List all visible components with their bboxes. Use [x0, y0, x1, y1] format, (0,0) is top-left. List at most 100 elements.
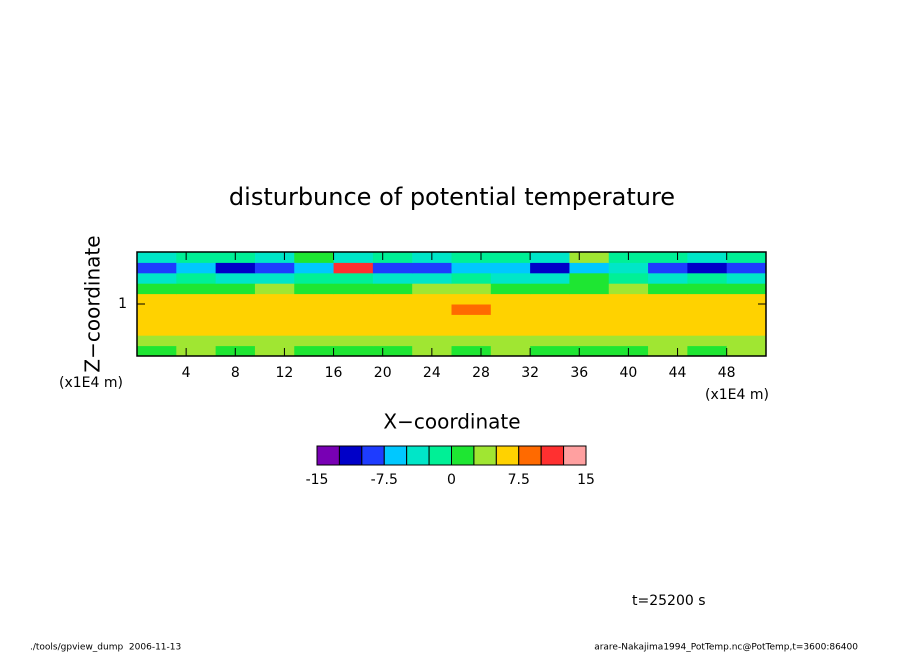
heat-cell	[726, 252, 767, 263]
heat-cell	[137, 252, 177, 263]
heat-cell	[254, 304, 295, 315]
heat-cell	[648, 293, 688, 305]
heat-cell	[412, 272, 452, 284]
colorbar-box	[563, 445, 587, 466]
y-tick-label: 1	[118, 296, 127, 312]
colorbar-box	[406, 445, 430, 466]
heat-cell	[451, 262, 492, 274]
heat-cell	[412, 283, 452, 295]
heat-cell	[451, 314, 492, 326]
heat-cell	[372, 304, 413, 315]
heat-cell	[137, 262, 177, 274]
heat-cell	[254, 252, 295, 263]
heat-cell	[648, 304, 688, 315]
heat-cell	[176, 335, 217, 347]
heat-cell	[490, 262, 531, 274]
heat-cell	[333, 345, 374, 357]
heat-cell	[608, 262, 649, 274]
heat-cell	[648, 324, 688, 336]
heat-cell	[530, 314, 570, 326]
heat-cell	[137, 283, 177, 295]
heat-cell	[294, 262, 335, 274]
heat-cell	[215, 314, 256, 326]
heat-cell	[687, 324, 728, 336]
heat-cell	[215, 335, 256, 347]
heat-cell	[569, 262, 610, 274]
heat-cell	[569, 345, 610, 357]
heat-cell	[176, 345, 217, 357]
heat-cell	[254, 293, 295, 305]
heat-cell	[530, 262, 570, 274]
heat-cell	[648, 252, 688, 263]
y-axis-label: Z−coordinate	[81, 235, 105, 372]
heat-cell	[608, 272, 649, 284]
heat-cell	[490, 283, 531, 295]
heat-cell	[451, 345, 492, 357]
colorbar-tick-label: 15	[577, 472, 595, 488]
heat-cell	[333, 335, 374, 347]
heat-cell	[530, 324, 570, 336]
heat-cell	[372, 324, 413, 336]
heat-cell	[648, 272, 688, 284]
heat-cell	[530, 283, 570, 295]
colorbar-box	[451, 445, 475, 466]
heat-cell	[215, 272, 256, 284]
heat-cell	[608, 283, 649, 295]
heat-cell	[608, 335, 649, 347]
heat-cell	[254, 335, 295, 347]
x-tick-label: 44	[669, 365, 687, 381]
heat-cell	[726, 324, 767, 336]
heat-cell	[294, 324, 335, 336]
heat-cell	[137, 345, 177, 357]
heat-cell	[530, 345, 570, 357]
heat-cell	[451, 304, 492, 315]
y-unit: (x1E4 m)	[59, 375, 123, 391]
x-tick-label: 32	[521, 365, 539, 381]
heat-cell	[333, 304, 374, 315]
heat-cell	[294, 293, 335, 305]
footer-left: ./tools/gpview_dump 2006-11-13	[30, 643, 181, 653]
heat-cell	[687, 262, 728, 274]
heat-cell	[294, 272, 335, 284]
heat-cell	[372, 293, 413, 305]
heat-cell	[176, 314, 217, 326]
heat-cell	[569, 283, 610, 295]
heat-cell	[608, 324, 649, 336]
heat-cell	[687, 252, 728, 263]
heat-cell	[608, 293, 649, 305]
heat-cell	[569, 314, 610, 326]
heat-cell	[687, 314, 728, 326]
heat-cell	[294, 345, 335, 357]
heat-cell	[294, 304, 335, 315]
heat-cell	[648, 345, 688, 357]
heat-cell	[530, 293, 570, 305]
heat-cell	[687, 293, 728, 305]
heat-cell	[294, 314, 335, 326]
heat-cell	[608, 304, 649, 315]
colorbar-box	[428, 445, 453, 466]
heat-cell	[530, 272, 570, 284]
heat-cell	[530, 252, 570, 263]
heat-cell	[451, 324, 492, 336]
heat-cell	[372, 272, 413, 284]
heat-cell	[137, 314, 177, 326]
heat-cell	[254, 345, 295, 357]
heat-cell	[530, 335, 570, 347]
colorbar-box	[361, 445, 385, 466]
heat-cell	[451, 272, 492, 284]
heat-cell	[333, 314, 374, 326]
heat-cell	[412, 293, 452, 305]
heat-cell	[412, 335, 452, 347]
heat-cell	[726, 272, 767, 284]
heat-cell	[254, 324, 295, 336]
heat-cell	[254, 283, 295, 295]
heat-cell	[451, 293, 492, 305]
heat-cell	[412, 304, 452, 315]
heat-cell	[569, 304, 610, 315]
heat-cell	[490, 304, 531, 315]
heat-cell	[648, 262, 688, 274]
heat-cell	[372, 262, 413, 274]
heat-cell	[451, 283, 492, 295]
heat-cell	[726, 345, 767, 357]
